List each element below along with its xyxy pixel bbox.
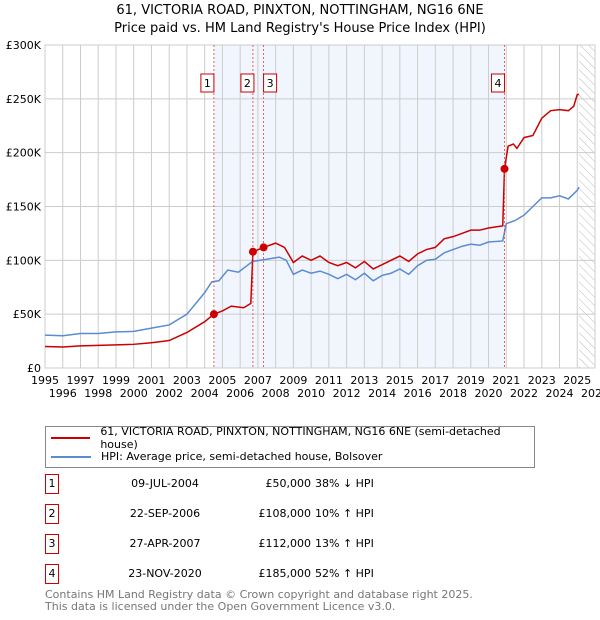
x-tick-label: 1997 xyxy=(66,374,94,387)
sale-label: 4 xyxy=(495,77,502,90)
sale-label: 1 xyxy=(204,77,211,90)
property-price-line xyxy=(44,93,580,348)
x-tick-label: 2001 xyxy=(137,374,165,387)
sale-label: 3 xyxy=(267,77,274,90)
y-tick-label: £50K xyxy=(13,308,42,321)
title-line: 61, VICTORIA ROAD, PINXTON, NOTTINGHAM, … xyxy=(116,3,484,18)
x-tick-label: 2018 xyxy=(439,387,467,400)
sale-label-box xyxy=(200,73,215,93)
x-tick-label: 2025 xyxy=(563,374,591,387)
transaction-row: 2 22-SEP-2006 £108,000 10% ↑ HPI xyxy=(45,504,465,524)
x-tick-label: 2021 xyxy=(492,374,520,387)
x-tick-label: 2003 xyxy=(173,374,201,387)
sale-date: 22-SEP-2006 xyxy=(129,507,201,520)
x-tick-label: 2004 xyxy=(191,387,219,400)
x-tick-label: 2008 xyxy=(262,387,290,400)
y-tick-label: £300K xyxy=(6,39,42,52)
x-tick-label: 2022 xyxy=(510,387,538,400)
sale-point xyxy=(209,310,218,319)
y-tick-label: £150K xyxy=(6,201,42,214)
x-tick-label: 1995 xyxy=(31,374,59,387)
legend-hpi-label: HPI: Average price, semi-detached house,… xyxy=(101,450,383,463)
sale-price: £108,000 xyxy=(258,507,312,520)
sale-badge: 2 xyxy=(45,504,59,524)
x-tick-label: 2006 xyxy=(226,387,254,400)
sale-label-box xyxy=(491,73,506,93)
x-tick-label: 2026 xyxy=(581,387,600,400)
footer: Contains HM Land Registry data © Crown c… xyxy=(45,589,473,613)
price-chart: 1 2 3 4 199519961997199819992000200120022003… xyxy=(6,39,600,400)
x-tick-label: 2014 xyxy=(368,387,396,400)
footer-copyright: Contains HM Land Registry data © Crown c… xyxy=(45,588,473,601)
sale-hpi-diff: 52% ↑ HPI xyxy=(315,567,374,580)
sale-date: 27-APR-2007 xyxy=(129,537,201,550)
sale-price: £112,000 xyxy=(258,537,312,550)
x-tick-label: 2000 xyxy=(120,387,148,400)
y-tick-label: £0 xyxy=(27,362,41,375)
x-tick-label: 2024 xyxy=(546,387,574,400)
x-tick-label: 2013 xyxy=(350,374,378,387)
y-tick-label: £250K xyxy=(6,93,42,106)
footer-licence: This data is licensed under the Open Gov… xyxy=(45,600,396,613)
transaction-row: 3 27-APR-2007 £112,000 13% ↑ HPI xyxy=(45,534,465,554)
x-tick-label: 2019 xyxy=(457,374,485,387)
y-tick-label: £200K xyxy=(6,147,42,160)
legend: 61, VICTORIA ROAD, PINXTON, NOTTINGHAM, … xyxy=(45,424,535,468)
x-tick-label: 2007 xyxy=(244,374,272,387)
sale-price: £50,000 xyxy=(265,477,312,490)
sale-hpi-diff: 13% ↑ HPI xyxy=(315,537,374,550)
legend-hpi-swatch xyxy=(51,455,91,458)
sale-point xyxy=(259,243,268,252)
transaction-row: 1 09-JUL-2004 £50,000 38% ↓ HPI xyxy=(45,474,465,494)
sale-badge: 1 xyxy=(45,474,59,494)
sale-price: £185,000 xyxy=(258,567,312,580)
x-tick-label: 2012 xyxy=(333,387,361,400)
x-tick-label: 2011 xyxy=(315,374,343,387)
x-tick-label: 2010 xyxy=(297,387,325,400)
transaction-row: 4 23-NOV-2020 £185,000 52% ↑ HPI xyxy=(45,564,465,584)
x-tick-label: 2005 xyxy=(208,374,236,387)
y-tick-label: £100K xyxy=(6,254,42,267)
plot-border xyxy=(44,44,596,369)
sale-hpi-diff: 10% ↑ HPI xyxy=(315,507,374,520)
x-tick-label: 1996 xyxy=(49,387,77,400)
x-tick-label: 2015 xyxy=(386,374,414,387)
legend-property-label: 61, VICTORIA ROAD, PINXTON, NOTTINGHAM, … xyxy=(100,424,501,451)
chart-title: 61, VICTORIA ROAD, PINXTON, NOTTINGHAM, … xyxy=(0,2,600,38)
sale-label: 2 xyxy=(244,77,251,90)
legend-property-swatch xyxy=(51,436,91,439)
x-tick-label: 2017 xyxy=(421,374,449,387)
x-tick-label: 2023 xyxy=(528,374,556,387)
sale-label-box xyxy=(240,73,255,93)
x-tick-label: 2020 xyxy=(475,387,503,400)
hpi-line xyxy=(44,186,580,337)
sale-date: 23-NOV-2020 xyxy=(128,567,202,580)
sale-point xyxy=(248,247,257,256)
x-tick-label: 2009 xyxy=(279,374,307,387)
sale-point xyxy=(500,164,509,173)
sale-hpi-diff: 38% ↓ HPI xyxy=(315,477,374,490)
x-tick-label: 2002 xyxy=(155,387,183,400)
x-tick-label: 2016 xyxy=(404,387,432,400)
x-tick-label: 1998 xyxy=(84,387,112,400)
x-tick-label: 1999 xyxy=(102,374,130,387)
sale-badge: 3 xyxy=(45,534,59,554)
subtitle-line: Price paid vs. HM Land Registry's House … xyxy=(114,21,486,36)
sale-date: 09-JUL-2004 xyxy=(131,477,199,490)
sale-label-box xyxy=(263,73,278,93)
sale-badge: 4 xyxy=(45,564,59,584)
